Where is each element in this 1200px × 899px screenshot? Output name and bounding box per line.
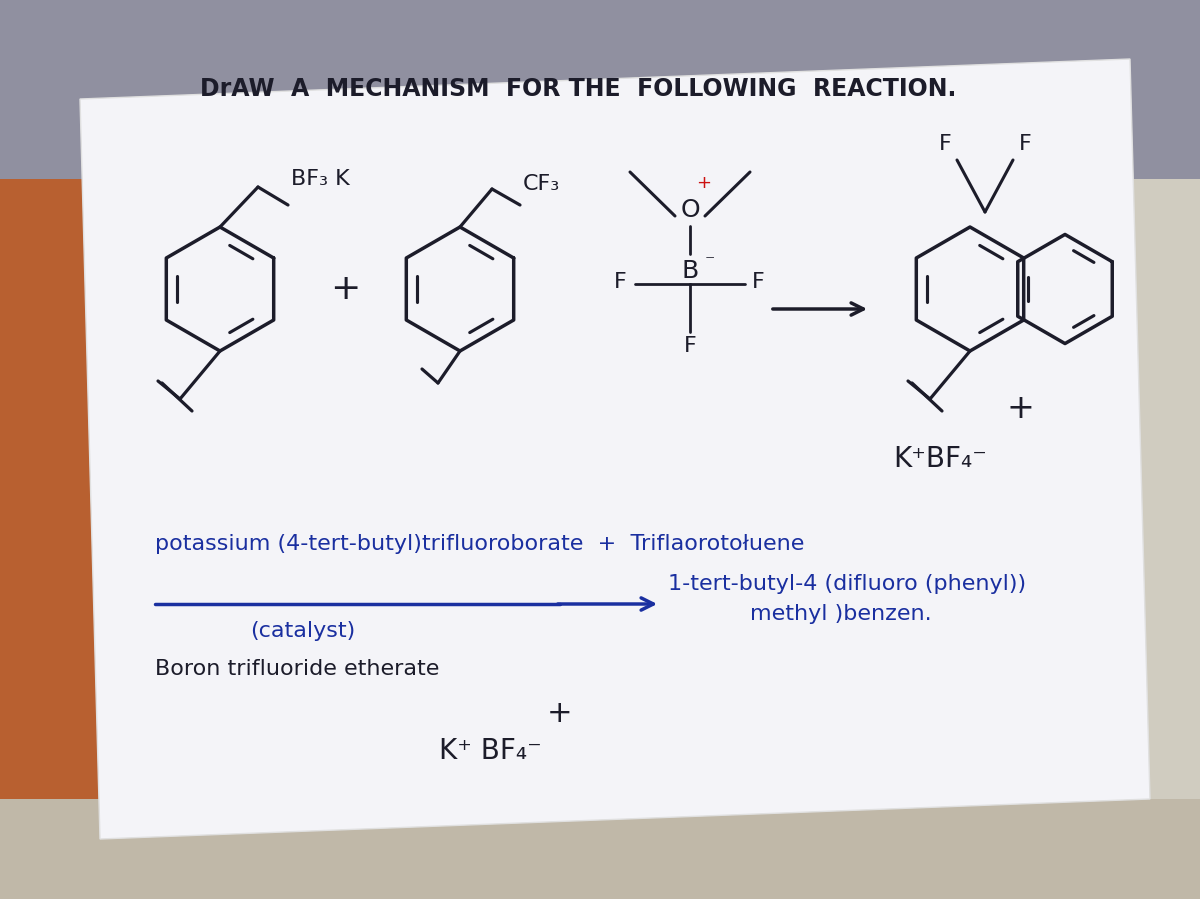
Text: Boron trifluoride etherate: Boron trifluoride etherate [155, 659, 439, 679]
Text: (catalyst): (catalyst) [250, 621, 355, 641]
Text: F: F [938, 134, 952, 154]
Text: B: B [682, 259, 698, 283]
Text: methyl )benzen.: methyl )benzen. [750, 604, 931, 624]
Bar [0, 0, 130, 899]
Text: +: + [1006, 393, 1034, 425]
Text: BF₃ K: BF₃ K [292, 169, 349, 189]
Text: +: + [547, 699, 572, 728]
Text: CF₃: CF₃ [523, 174, 560, 194]
Polygon shape [80, 59, 1150, 839]
Text: K⁺ BF₄⁻: K⁺ BF₄⁻ [439, 737, 541, 765]
Text: F: F [1019, 134, 1031, 154]
Text: +: + [696, 174, 712, 192]
Text: potassium (4-tert-butyl)trifluoroborate  +  Triflaorotołuene: potassium (4-tert-butyl)trifluoroborate … [155, 534, 804, 554]
Text: 1-tert-butyl-4 (difluoro (phenyl)): 1-tert-butyl-4 (difluoro (phenyl)) [668, 574, 1026, 594]
Bar [0, 799, 1200, 899]
Text: K⁺BF₄⁻: K⁺BF₄⁻ [893, 445, 986, 473]
Text: F: F [613, 272, 626, 292]
Text: F: F [751, 272, 764, 292]
Text: DrAW  A  MECHANISM  FOR THE  FOLLOWING  REACTION.: DrAW A MECHANISM FOR THE FOLLOWING REACT… [200, 77, 956, 101]
Text: ⁻: ⁻ [704, 252, 715, 271]
Bar [0, 0, 1200, 179]
Text: F: F [684, 336, 696, 356]
Text: O: O [680, 198, 700, 222]
Bar [1100, 179, 1200, 899]
Bar [130, 0, 190, 899]
Text: +: + [330, 272, 360, 306]
